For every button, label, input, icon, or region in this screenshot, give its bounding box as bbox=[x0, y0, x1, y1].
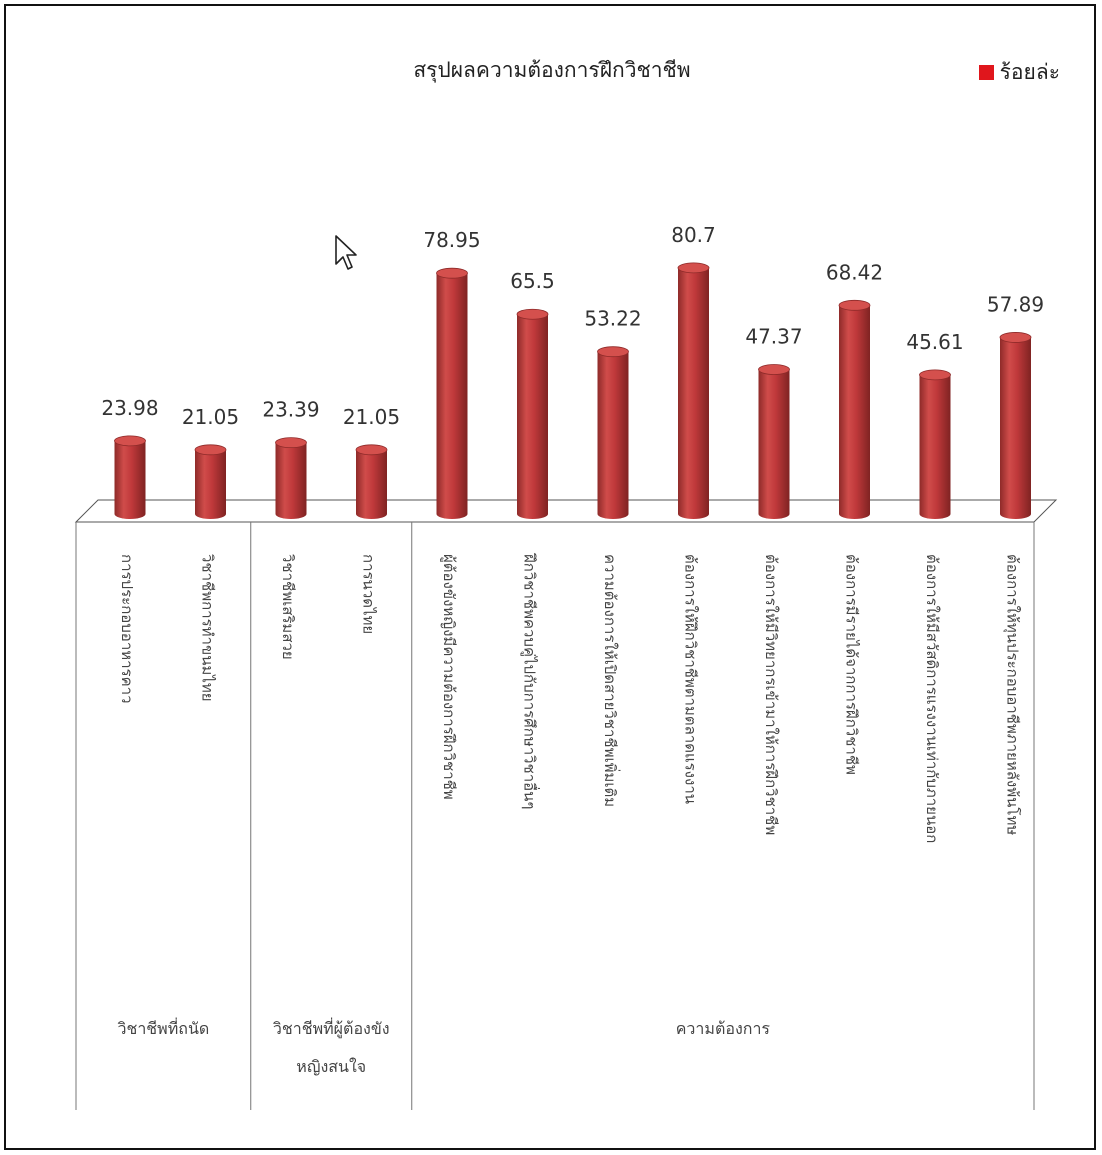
bar-body bbox=[356, 449, 387, 519]
category-label: การประกอบอาหารคาว bbox=[118, 554, 136, 704]
bar-body bbox=[436, 273, 468, 519]
data-label: 78.95 bbox=[423, 228, 480, 252]
bar bbox=[516, 308, 549, 519]
bar-body bbox=[114, 440, 146, 519]
bar-top bbox=[355, 444, 388, 456]
data-label: 45.61 bbox=[906, 330, 963, 354]
group-label: วิชาชีพที่ผู้ต้องขังหญิงสนใจ bbox=[273, 1017, 390, 1076]
chart-title: สรุปผลความต้องการฝึกวิชาชีพ bbox=[413, 58, 691, 82]
bar bbox=[194, 444, 227, 519]
bar-top bbox=[114, 435, 146, 447]
mouse-cursor-icon bbox=[335, 235, 357, 270]
group-label-line: หญิงสนใจ bbox=[296, 1057, 366, 1076]
category-label: ต้องการให้ฝึกวิชาชีพตามตลาดแรงงาน bbox=[682, 554, 700, 804]
bar-top bbox=[275, 437, 307, 449]
bar-body bbox=[597, 351, 629, 519]
category-label: ต้องการให้มีวิทยากรเข้ามาให้การฝึกวิชาชี… bbox=[762, 554, 780, 835]
data-label: 23.98 bbox=[101, 396, 158, 420]
bar-top bbox=[516, 308, 549, 320]
bar bbox=[838, 299, 871, 519]
bar-top bbox=[919, 369, 951, 381]
data-label: 21.05 bbox=[182, 405, 239, 429]
bar-body bbox=[195, 449, 226, 519]
group-label-line: วิชาชีพที่ถนัด bbox=[117, 1017, 209, 1038]
bar-top bbox=[597, 346, 629, 358]
bar-body bbox=[517, 314, 548, 519]
group-label: ความต้องการ bbox=[676, 1019, 771, 1038]
bar bbox=[758, 364, 790, 519]
category-label: วิชาชีพการทำขนมไทย bbox=[199, 553, 217, 701]
category-label: การนวดไทย bbox=[360, 554, 378, 634]
bar-top bbox=[758, 364, 790, 375]
legend-label: ร้อยล่ะ bbox=[999, 60, 1060, 84]
group-label-line: ความต้องการ bbox=[676, 1019, 771, 1038]
data-label: 68.42 bbox=[826, 260, 883, 284]
legend: ร้อยล่ะ bbox=[978, 56, 1060, 89]
category-label: ผู้ต้องขังหญิงมีความต้องการฝึกวิชาชีพ bbox=[440, 554, 458, 800]
bar-body bbox=[999, 337, 1031, 519]
bar bbox=[677, 262, 710, 519]
data-label: 23.39 bbox=[262, 398, 319, 422]
category-label: ต้องการให้ทุนประกอบอาชีพภายหลังพ้นโทษ bbox=[1003, 554, 1022, 835]
category-label: ฝึกวิชาชีพควบคู่ไปกับการศึกษาวิชาอื่นๆ bbox=[521, 552, 541, 809]
bar-top bbox=[838, 299, 871, 311]
bar bbox=[919, 369, 951, 519]
bar-top bbox=[436, 267, 468, 279]
chart-frame: สรุปผลความต้องการฝึกวิชาชีพ ร้อยล่ะ 23.9… bbox=[4, 4, 1096, 1150]
bar-top bbox=[194, 444, 227, 456]
data-label: 53.22 bbox=[584, 307, 641, 331]
bar-body bbox=[275, 442, 307, 519]
category-label: ต้องการมีรายได้จากการฝึกวิชาชีพ bbox=[843, 554, 861, 775]
data-label: 57.89 bbox=[987, 292, 1044, 316]
data-label: 80.7 bbox=[671, 223, 716, 247]
legend-swatch bbox=[978, 65, 994, 80]
bar-top bbox=[999, 332, 1032, 343]
bar-body bbox=[919, 374, 951, 519]
category-label: วิชาชีพเสริมสวย bbox=[279, 553, 297, 659]
bar-body bbox=[758, 369, 790, 519]
bar bbox=[436, 267, 468, 519]
bar bbox=[355, 444, 388, 519]
bar-body bbox=[839, 305, 870, 519]
bar-chart: 23.98 21.05 23.39 21.05 78.95 65.5 53.22 80.7 47… bbox=[74, 223, 1058, 1110]
bar-top bbox=[677, 262, 710, 274]
bar bbox=[999, 332, 1032, 519]
category-label: ความต้องการให้เปิดสายวิชาชีพเพิ่มเติม bbox=[601, 554, 621, 807]
bar bbox=[275, 437, 307, 519]
category-label: ต้องการให้มีสวัสดิการแรงงานเท่ากับภายนอก bbox=[923, 554, 941, 843]
group-label: วิชาชีพที่ถนัด bbox=[117, 1017, 209, 1038]
group-label-line: วิชาชีพที่ผู้ต้องขัง bbox=[273, 1017, 390, 1039]
bar-body bbox=[678, 267, 709, 519]
bar bbox=[114, 435, 146, 519]
data-label: 65.5 bbox=[510, 269, 555, 293]
data-label: 21.05 bbox=[343, 405, 400, 429]
chart-floor bbox=[74, 499, 1058, 523]
bar bbox=[597, 346, 629, 519]
data-label: 47.37 bbox=[745, 325, 802, 349]
